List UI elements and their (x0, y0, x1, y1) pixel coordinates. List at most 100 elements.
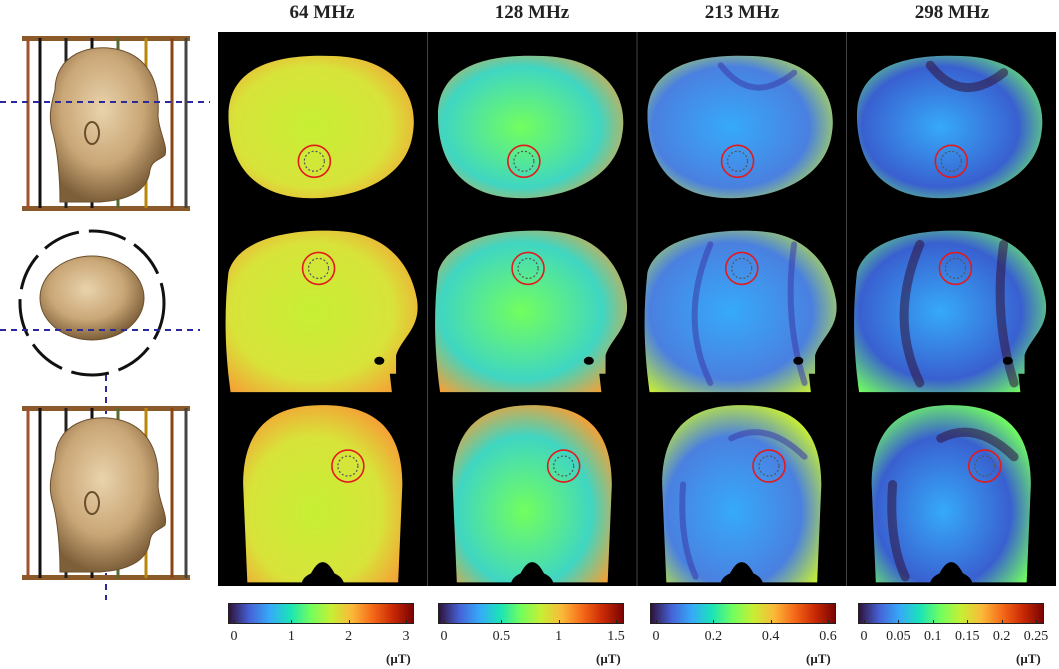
air-cavity (583, 356, 594, 365)
colorbar-tick-label: 0.5 (492, 629, 511, 644)
air-cavity (519, 562, 545, 576)
tissue-region (437, 55, 624, 199)
colorbar-tick-label: 0 (440, 629, 448, 644)
tissue-region (871, 405, 1031, 583)
b1-field-maps (218, 32, 1056, 586)
tissue-region (452, 405, 612, 583)
low-field-region (691, 241, 808, 386)
roi-circle (938, 251, 973, 286)
colorbar-tick-label: 2 (345, 629, 353, 644)
roi-circle (507, 144, 541, 179)
tissue-region (225, 230, 418, 393)
colorbar-tick-mark (406, 620, 407, 624)
head-side-icon-2 (49, 417, 167, 573)
colorbar-tick-mark (864, 620, 865, 624)
coil-side-view-bottom (22, 406, 190, 580)
tissue-region (856, 55, 1043, 199)
air-cavity (310, 562, 336, 576)
field-map-axial-slice-col-4 (856, 55, 1043, 199)
field-map-sagittal-slice-col-2 (452, 405, 612, 583)
tissue-region (662, 405, 822, 583)
colorbar-tick-label: 0 (652, 629, 660, 644)
field-map-axial-slice-col-3 (647, 55, 833, 199)
colorbar-tick-mark (501, 620, 503, 624)
field-map-axial-slice-col-2 (437, 55, 624, 199)
coil-top-view (0, 229, 200, 600)
low-field-region (887, 427, 1019, 582)
roi-circle (724, 251, 759, 286)
colorbar-128mhz (438, 603, 624, 624)
roi-inner-circle (513, 150, 535, 172)
low-field-region (679, 429, 808, 580)
roi-circle (967, 449, 1002, 483)
colorbar-tick-label: 0.4 (761, 629, 780, 644)
head-side-icon (49, 47, 167, 203)
colorbar-tick-label: 1.5 (607, 629, 625, 644)
colorbar-tick-label: 0.1 (924, 629, 942, 644)
unit-label-213mhz: (μT) (806, 651, 831, 666)
colorbar-tick-mark (828, 620, 829, 624)
roi-circle (720, 144, 755, 179)
unit-label-128mhz: (μT) (596, 651, 621, 666)
colorbar-tick-label: 0 (860, 629, 868, 644)
colorbar-tick-mark (444, 620, 445, 624)
low-field-region (899, 239, 1019, 388)
tissue-region (854, 230, 1047, 393)
low-field-region (925, 60, 1009, 92)
column-title-64mhz: 64 MHz (289, 2, 355, 23)
column-title-128mhz: 128 MHz (494, 2, 570, 23)
colorbar-tick-mark (932, 620, 934, 624)
field-map-coronal-slice-col-2 (435, 230, 628, 393)
coil-side-view-top (0, 36, 210, 211)
tissue-region (647, 55, 833, 199)
field-map-axial-slice-col-1 (228, 55, 414, 199)
colorbar-tick-label: 0.05 (886, 629, 911, 644)
colorbar-tick-mark (291, 620, 293, 624)
colorbar-tick-label: 0.15 (954, 629, 980, 644)
roi-circle (301, 251, 336, 286)
colorbar-tick-label: 0.2 (704, 629, 723, 644)
tissue-region (243, 405, 403, 583)
colorbar-tick-mark (1001, 620, 1003, 624)
unit-label-298mhz: (μT) (1016, 651, 1041, 666)
colorbar-tick-mark (713, 620, 715, 624)
column-title-213mhz: 213 MHz (704, 2, 780, 23)
colorbar-tick-label: 0.25 (1023, 629, 1049, 644)
unit-label-64mhz: (μT) (386, 651, 411, 666)
colorbar-tick-label: 1 (555, 629, 563, 644)
colorbar-tick-label: 0 (230, 629, 238, 644)
air-cavity (729, 562, 755, 576)
roi-inner-circle (726, 150, 749, 172)
colorbar-tick-mark (616, 620, 617, 624)
roi-circle (331, 449, 365, 483)
roi-circle (297, 144, 332, 179)
air-cavity (793, 356, 804, 365)
tissue-region (435, 230, 628, 393)
colorbar-298mhz (858, 603, 1044, 624)
air-cavity (938, 562, 964, 576)
air-cavity (1002, 356, 1013, 365)
colorbar-tick-mark (656, 620, 657, 624)
air-cavity (374, 356, 385, 365)
colorbar-64mhz (228, 603, 414, 624)
colorbar-tick-mark (967, 620, 969, 624)
roi-circle (511, 251, 545, 286)
colorbar-tick-mark (898, 620, 900, 624)
field-map-sagittal-slice-col-1 (243, 405, 403, 583)
field-map-coronal-slice-col-4 (854, 230, 1047, 393)
low-field-region (717, 62, 798, 91)
roi-circle (752, 449, 786, 483)
field-map-coronal-slice-col-1 (225, 230, 418, 393)
roi-inner-circle (303, 150, 325, 172)
colorbar-tick-label: 3 (402, 629, 410, 644)
field-map-sagittal-slice-col-4 (871, 405, 1031, 583)
field-map-coronal-slice-col-3 (644, 230, 837, 393)
tissue-region (644, 230, 837, 393)
colorbar-213mhz (650, 603, 836, 624)
colorbar-tick-mark (234, 620, 235, 624)
field-map-sagittal-slice-col-3 (662, 405, 822, 583)
colorbar-tick-label: 0.2 (992, 629, 1011, 644)
column-title-298mhz: 298 MHz (914, 2, 990, 23)
colorbar-tick-mark (770, 620, 772, 624)
colorbar-tick-label: 0.6 (819, 629, 837, 644)
